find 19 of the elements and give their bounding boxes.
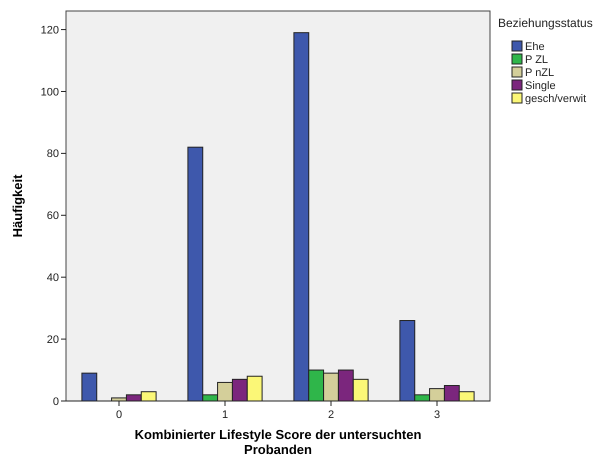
- x-tick-label: 1: [222, 409, 228, 421]
- x-tick-label: 2: [328, 409, 334, 421]
- y-tick-label: 120: [40, 24, 59, 36]
- x-axis-title: Kombinierter Lifestyle Score der untersuchten Probanden: [134, 427, 422, 457]
- legend-label: gesch/verwit: [525, 93, 586, 105]
- legend-label: Single: [525, 80, 556, 92]
- y-axis-title: Häufigkeit: [10, 174, 25, 238]
- y-tick-label: 20: [46, 334, 59, 346]
- y-tick-label: 60: [46, 210, 59, 222]
- x-tick-label: 3: [434, 409, 440, 421]
- legend-title: Beziehungsstatus: [498, 16, 593, 30]
- y-tick-label: 40: [46, 272, 59, 284]
- y-tick-label: 80: [46, 148, 59, 160]
- y-tick-label: 0: [52, 396, 59, 408]
- legend-label: P nZL: [525, 67, 554, 79]
- legend-label: Ehe: [525, 41, 545, 53]
- legend-label: P ZL: [525, 54, 548, 66]
- x-tick-label: 0: [116, 409, 122, 421]
- y-tick-label: 100: [40, 86, 59, 98]
